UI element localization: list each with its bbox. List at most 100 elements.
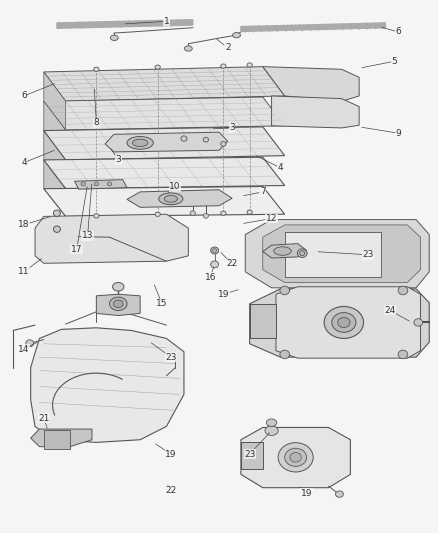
Ellipse shape xyxy=(184,46,192,51)
Bar xyxy=(250,304,276,338)
Ellipse shape xyxy=(53,226,60,232)
Text: 9: 9 xyxy=(396,129,402,138)
Ellipse shape xyxy=(274,247,291,255)
Text: 12: 12 xyxy=(266,214,277,223)
Text: 7: 7 xyxy=(260,188,266,196)
Polygon shape xyxy=(263,244,307,258)
Ellipse shape xyxy=(107,182,112,186)
Ellipse shape xyxy=(290,453,301,462)
Ellipse shape xyxy=(113,300,123,308)
Text: 24: 24 xyxy=(384,306,396,314)
Ellipse shape xyxy=(300,251,305,256)
Polygon shape xyxy=(276,287,420,358)
Ellipse shape xyxy=(266,419,277,426)
Ellipse shape xyxy=(297,249,307,257)
Text: 15: 15 xyxy=(156,300,168,308)
Polygon shape xyxy=(44,67,285,101)
Ellipse shape xyxy=(324,306,364,338)
Ellipse shape xyxy=(155,65,160,69)
Ellipse shape xyxy=(181,136,187,141)
Ellipse shape xyxy=(221,142,226,147)
Text: 6: 6 xyxy=(21,92,27,100)
Ellipse shape xyxy=(247,63,252,67)
Polygon shape xyxy=(44,160,66,216)
Ellipse shape xyxy=(94,214,99,218)
Ellipse shape xyxy=(398,350,408,359)
Polygon shape xyxy=(96,294,140,316)
Polygon shape xyxy=(105,132,228,152)
Text: 1: 1 xyxy=(163,17,170,26)
Ellipse shape xyxy=(155,212,160,216)
Polygon shape xyxy=(44,127,285,160)
Text: 18: 18 xyxy=(18,221,30,229)
Ellipse shape xyxy=(280,350,290,359)
Text: 23: 23 xyxy=(362,251,374,259)
Polygon shape xyxy=(245,220,429,288)
Ellipse shape xyxy=(203,213,208,219)
Text: 19: 19 xyxy=(218,290,229,298)
Ellipse shape xyxy=(338,317,350,327)
Text: 22: 22 xyxy=(226,260,238,268)
Text: 6: 6 xyxy=(396,28,402,36)
Ellipse shape xyxy=(233,33,240,38)
Polygon shape xyxy=(44,157,285,189)
Bar xyxy=(44,430,70,449)
Polygon shape xyxy=(263,225,420,282)
Polygon shape xyxy=(241,23,385,31)
Ellipse shape xyxy=(203,137,208,142)
Polygon shape xyxy=(44,72,66,130)
Ellipse shape xyxy=(26,340,34,346)
Bar xyxy=(241,442,263,469)
Polygon shape xyxy=(241,427,350,488)
Text: 3: 3 xyxy=(115,156,121,164)
Text: 17: 17 xyxy=(71,245,82,254)
Text: 4: 4 xyxy=(278,164,283,172)
Text: 21: 21 xyxy=(38,414,49,423)
Polygon shape xyxy=(35,214,188,263)
Text: 13: 13 xyxy=(82,231,93,240)
Ellipse shape xyxy=(280,286,290,295)
Text: 23: 23 xyxy=(165,353,177,361)
Text: 10: 10 xyxy=(170,182,181,191)
Polygon shape xyxy=(263,67,359,101)
Text: 11: 11 xyxy=(18,268,30,276)
Ellipse shape xyxy=(211,261,219,268)
Text: 14: 14 xyxy=(18,345,30,353)
Ellipse shape xyxy=(53,210,60,216)
Text: 23: 23 xyxy=(244,450,255,458)
Ellipse shape xyxy=(211,247,219,254)
Text: 5: 5 xyxy=(391,57,397,66)
Polygon shape xyxy=(31,328,184,442)
Ellipse shape xyxy=(278,442,313,472)
Polygon shape xyxy=(127,190,232,207)
Ellipse shape xyxy=(81,182,85,186)
Ellipse shape xyxy=(164,196,177,203)
Bar xyxy=(285,232,381,277)
Ellipse shape xyxy=(414,319,423,326)
Text: 19: 19 xyxy=(301,489,312,497)
Ellipse shape xyxy=(247,210,252,214)
Text: 22: 22 xyxy=(165,486,177,495)
Ellipse shape xyxy=(190,211,195,216)
Text: 3: 3 xyxy=(229,124,235,132)
Text: 2: 2 xyxy=(225,44,230,52)
Ellipse shape xyxy=(221,211,226,215)
Polygon shape xyxy=(44,187,285,216)
Polygon shape xyxy=(44,131,66,189)
Ellipse shape xyxy=(94,182,99,186)
Text: 16: 16 xyxy=(205,273,216,281)
Polygon shape xyxy=(31,429,92,447)
Ellipse shape xyxy=(110,35,118,41)
Ellipse shape xyxy=(285,448,307,466)
Text: 19: 19 xyxy=(165,450,177,458)
Ellipse shape xyxy=(110,297,127,310)
Ellipse shape xyxy=(221,64,226,68)
Ellipse shape xyxy=(265,426,278,435)
Ellipse shape xyxy=(113,282,124,291)
Polygon shape xyxy=(57,20,193,28)
Ellipse shape xyxy=(213,248,216,253)
Ellipse shape xyxy=(336,491,343,497)
Polygon shape xyxy=(44,101,66,160)
Ellipse shape xyxy=(398,286,408,295)
Text: 4: 4 xyxy=(21,158,27,167)
